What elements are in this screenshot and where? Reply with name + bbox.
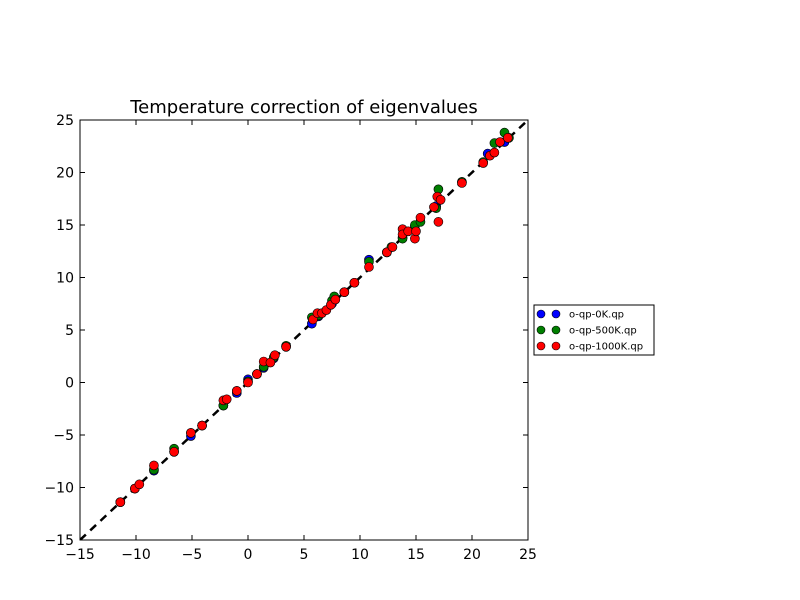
x-tick-label: −15 xyxy=(65,547,95,563)
axis-ticks: −15 −10 −5 0 5 10 15 20 25 −15 −10 −5 0 5 10 15 20 25 xyxy=(44,113,536,563)
data-layer xyxy=(80,120,528,540)
data-point xyxy=(415,212,426,223)
data-point xyxy=(489,147,500,158)
legend-marker xyxy=(551,341,561,351)
data-point xyxy=(265,357,276,368)
y-tick-label: 0 xyxy=(65,376,74,392)
data-point xyxy=(387,242,398,252)
data-point xyxy=(495,137,505,147)
plot-area xyxy=(79,119,529,541)
data-point xyxy=(149,460,159,471)
data-point xyxy=(169,446,179,457)
chart-title: Temperature correction of eigenvalues xyxy=(129,97,478,118)
y-tick-label: 25 xyxy=(56,113,74,129)
data-point xyxy=(411,226,421,237)
x-tick-label: −10 xyxy=(121,547,151,563)
legend-marker xyxy=(536,309,546,319)
data-point xyxy=(478,158,489,168)
data-point xyxy=(221,394,232,405)
data-point xyxy=(186,428,196,438)
data-point xyxy=(115,497,126,508)
series-3 xyxy=(115,133,513,508)
legend-marker xyxy=(536,325,546,335)
data-point xyxy=(252,369,262,379)
data-point xyxy=(433,217,444,227)
y-tick-label: 20 xyxy=(56,166,74,182)
x-tick-label: 10 xyxy=(351,547,369,563)
legend-label: o-qp-0K.qp xyxy=(569,310,624,321)
y-tick-label: −10 xyxy=(44,481,74,497)
legend-label: o-qp-500K.qp xyxy=(569,326,637,337)
x-tick-label: 25 xyxy=(519,547,537,563)
x-tick-label: 20 xyxy=(463,547,481,563)
data-point xyxy=(270,350,280,361)
data-point xyxy=(134,479,145,490)
y-tick-label: −5 xyxy=(53,428,74,444)
data-point xyxy=(339,287,350,298)
legend-item: o-qp-500K.qp xyxy=(536,325,637,337)
y-tick-label: 10 xyxy=(56,271,74,287)
data-point xyxy=(281,341,291,352)
legend-marker xyxy=(536,341,546,351)
legend-item: o-qp-1000K.qp xyxy=(536,341,643,353)
x-tick-label: 15 xyxy=(407,547,425,563)
data-point xyxy=(232,386,242,396)
data-point xyxy=(364,262,374,272)
data-point xyxy=(457,178,467,188)
y-tick-label: −15 xyxy=(44,533,74,549)
y-tick-label: 5 xyxy=(65,323,74,339)
data-point xyxy=(503,133,513,143)
data-point xyxy=(330,294,341,305)
data-point xyxy=(435,195,446,205)
legend-label: o-qp-1000K.qp xyxy=(569,342,643,353)
x-tick-label: −5 xyxy=(182,547,203,563)
data-point xyxy=(429,202,439,212)
legend-item: o-qp-0K.qp xyxy=(536,309,624,321)
x-tick-label: 0 xyxy=(244,547,253,563)
data-point xyxy=(243,377,253,388)
x-tick-label: 5 xyxy=(300,547,309,563)
data-point xyxy=(349,277,360,288)
legend-marker xyxy=(551,325,561,335)
legend: o-qp-0K.qp o-qp-500K.qp o-qp-1000K.qp xyxy=(533,304,655,356)
y-tick-label: 15 xyxy=(56,218,74,234)
data-point xyxy=(197,420,207,431)
legend-marker xyxy=(551,309,561,319)
